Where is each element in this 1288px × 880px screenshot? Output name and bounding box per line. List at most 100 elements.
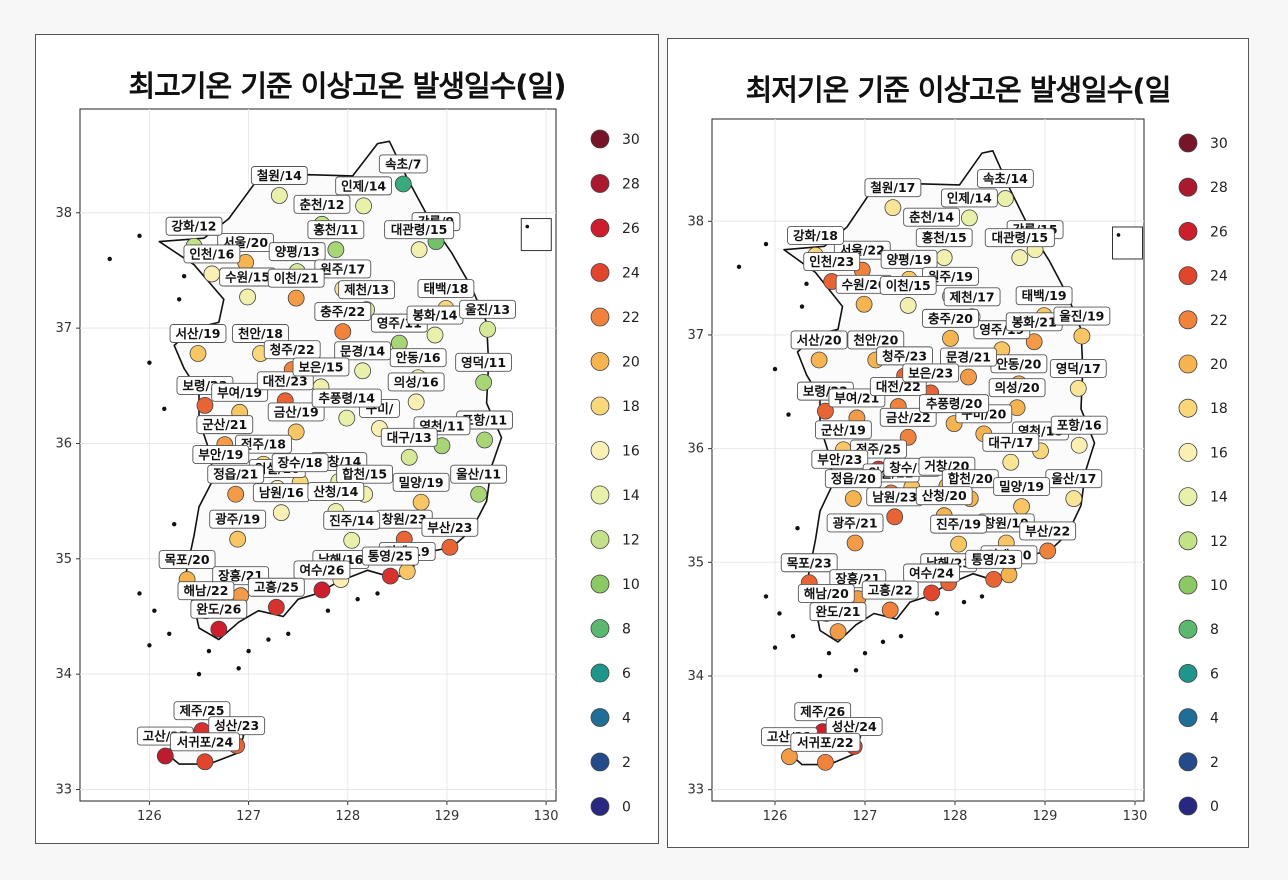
station-label-강화: 강화/18 xyxy=(787,225,844,245)
station-point-울진[interactable] xyxy=(1073,327,1091,345)
station-point-여수[interactable] xyxy=(313,581,331,599)
station-point-고흥[interactable] xyxy=(267,598,285,616)
station-point-홍천[interactable] xyxy=(327,241,345,259)
station-point-영덕[interactable] xyxy=(475,373,493,391)
station-point-남원[interactable] xyxy=(886,508,904,526)
station-point-정읍[interactable] xyxy=(227,485,245,503)
label-box xyxy=(293,560,351,580)
station-point-추풍령[interactable] xyxy=(338,409,356,427)
station-point-진주[interactable] xyxy=(343,531,361,549)
station-point-의성[interactable] xyxy=(407,393,425,411)
station-point-홍천[interactable] xyxy=(935,249,953,267)
station-label-울산: 울산/11 xyxy=(450,464,508,484)
label-text: 춘천/14 xyxy=(909,210,954,225)
station-point-밀양[interactable] xyxy=(412,493,430,511)
station-point-문경[interactable] xyxy=(354,362,372,380)
station-point-이천[interactable] xyxy=(287,289,305,307)
station-point-서산[interactable] xyxy=(189,345,207,362)
label-box xyxy=(361,546,419,566)
station-point-봉화[interactable] xyxy=(1025,333,1043,351)
station-point-충주[interactable] xyxy=(334,323,352,340)
station-point-여수[interactable] xyxy=(923,584,941,602)
label-text: 철원/17 xyxy=(870,180,915,195)
station-point-거제[interactable] xyxy=(398,563,416,580)
station-point-대구[interactable] xyxy=(400,448,418,466)
station-point-인제[interactable] xyxy=(960,209,978,227)
station-point-수원[interactable] xyxy=(855,295,873,313)
station-point-고산[interactable] xyxy=(156,747,174,765)
station-point-밀양[interactable] xyxy=(1013,498,1031,516)
station-point-속초[interactable] xyxy=(394,175,412,193)
island-mark xyxy=(147,643,152,648)
label-text: 전주/18 xyxy=(241,437,286,452)
station-label-포항: 포항/11 xyxy=(456,410,513,430)
legend-swatch xyxy=(590,619,610,638)
station-point-서귀포[interactable] xyxy=(196,753,214,771)
label-text: 남원/23 xyxy=(872,489,917,504)
label-box xyxy=(847,330,905,350)
station-point-광주[interactable] xyxy=(229,530,247,548)
station-point-진주[interactable] xyxy=(950,535,968,553)
station-point-울진[interactable] xyxy=(479,320,496,338)
legend-label: 26 xyxy=(622,221,640,237)
station-point-충주[interactable] xyxy=(942,329,959,347)
label-text: 의성/20 xyxy=(995,380,1040,395)
station-point-보령[interactable] xyxy=(196,397,214,414)
legend-label: 14 xyxy=(1210,490,1228,506)
station-point-대관령[interactable] xyxy=(1011,249,1029,267)
label-box xyxy=(1053,306,1111,326)
station-point-대구[interactable] xyxy=(1002,453,1020,471)
station-point-수원[interactable] xyxy=(239,288,256,306)
station-point-부산[interactable] xyxy=(1039,542,1057,560)
legend-swatch xyxy=(1178,442,1198,462)
label-box xyxy=(803,252,861,271)
station-label-포항: 포항/16 xyxy=(1050,415,1108,435)
station-point-거제[interactable] xyxy=(1000,566,1018,584)
island-mark xyxy=(961,599,967,605)
label-text: 군산/19 xyxy=(821,422,866,437)
station-point-대관령[interactable] xyxy=(410,241,428,259)
station-point-봉화[interactable] xyxy=(426,326,444,344)
station-point-속초[interactable] xyxy=(996,190,1014,207)
station-point-영덕[interactable] xyxy=(1069,379,1087,397)
legend-swatch xyxy=(1178,177,1198,197)
station-point-서귀포[interactable] xyxy=(816,753,834,771)
station-point-정읍[interactable] xyxy=(844,490,862,508)
station-point-서산[interactable] xyxy=(810,351,828,369)
station-point-고산[interactable] xyxy=(781,748,798,766)
station-point-고흥[interactable] xyxy=(881,601,899,619)
station-point-울산[interactable] xyxy=(1065,490,1083,508)
island-mark xyxy=(137,591,142,596)
station-point-통영[interactable] xyxy=(381,567,399,585)
station-point-완도[interactable] xyxy=(829,623,847,641)
station-point-문경[interactable] xyxy=(960,368,977,386)
station-point-인제[interactable] xyxy=(355,197,373,215)
station-point-이천[interactable] xyxy=(899,297,917,314)
label-text: 창원/23 xyxy=(382,512,427,527)
station-point-인천[interactable] xyxy=(203,265,221,283)
station-point-철원[interactable] xyxy=(884,199,902,217)
label-text: 인천/16 xyxy=(189,246,234,261)
island-mark xyxy=(862,651,868,656)
label-text: 남원/16 xyxy=(259,485,304,500)
station-point-철원[interactable] xyxy=(270,187,288,204)
legend-swatch xyxy=(1178,354,1198,374)
label-box xyxy=(794,702,852,722)
station-point-포항[interactable] xyxy=(476,431,494,449)
station-point-통영[interactable] xyxy=(985,570,1003,588)
station-point-남원[interactable] xyxy=(272,504,290,522)
label-text: 추풍령/14 xyxy=(319,391,376,406)
label-text: 울산/11 xyxy=(456,467,501,482)
station-point-광주[interactable] xyxy=(846,534,864,552)
station-point-보령[interactable] xyxy=(816,402,834,420)
island-mark xyxy=(107,256,112,262)
legend-label: 16 xyxy=(622,444,640,460)
station-point-완도[interactable] xyxy=(210,620,228,638)
station-point-금산[interactable] xyxy=(287,423,305,441)
label-box xyxy=(292,357,350,377)
station-point-포항[interactable] xyxy=(1070,436,1088,454)
station-point-울산[interactable] xyxy=(470,485,488,503)
station-point-부산[interactable] xyxy=(441,538,459,556)
station-label-봉화: 봉화/14 xyxy=(406,305,464,325)
label-text: 철원/14 xyxy=(257,168,302,183)
